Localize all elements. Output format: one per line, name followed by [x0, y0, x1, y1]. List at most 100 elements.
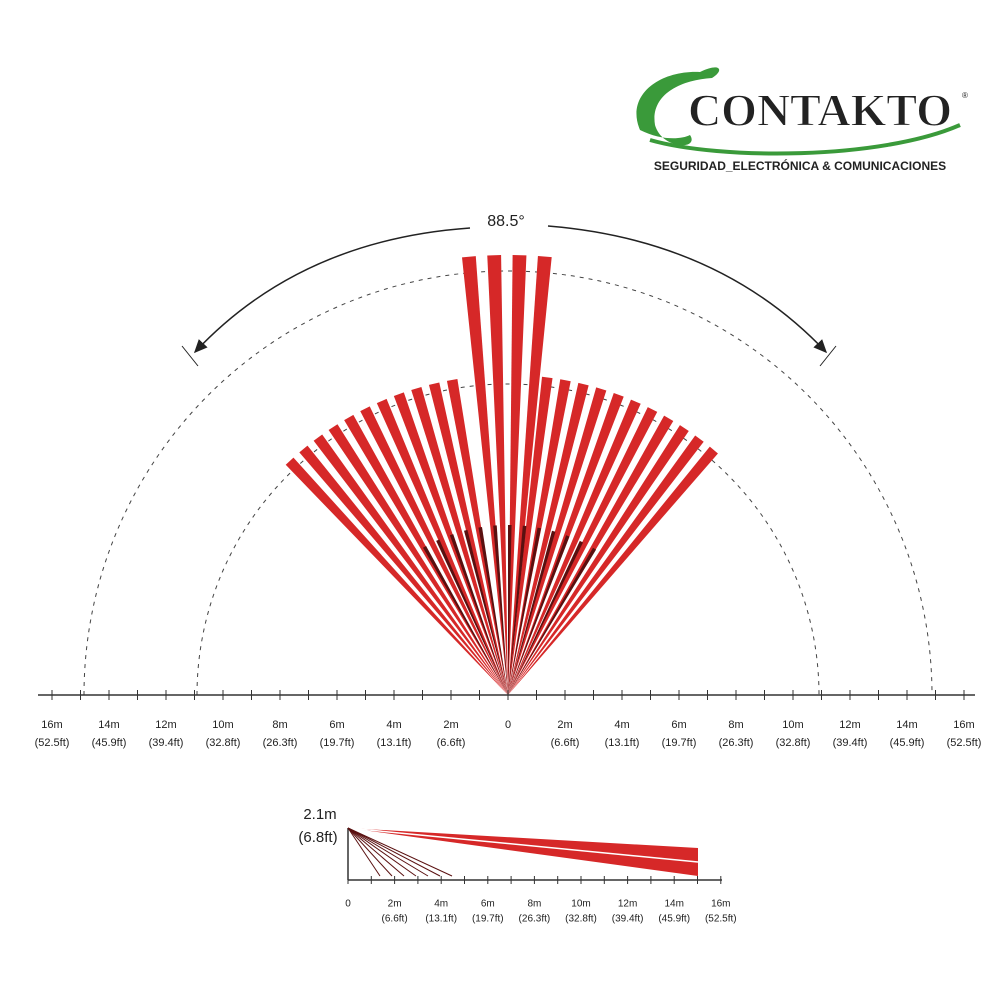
inner-beam — [493, 525, 508, 695]
axis-label: 16m — [711, 899, 730, 910]
side-inner-beam — [347, 827, 441, 877]
axis-label: 6m — [671, 719, 686, 731]
angle-tick — [181, 345, 199, 367]
inner-beam — [423, 546, 508, 695]
axis-label: (13.1ft) — [377, 737, 412, 749]
beam — [462, 256, 508, 695]
ticks: 16m (52.5ft) 14m (45.9ft) 12m (39.4ft) 10m (32.… — [35, 690, 982, 749]
inner-beam — [436, 539, 508, 695]
inner-beam — [508, 527, 542, 695]
side-inner-beam — [347, 827, 429, 877]
inner-beam — [464, 529, 508, 695]
beam — [508, 382, 589, 695]
axis-label: 16m — [41, 719, 62, 731]
beam — [285, 457, 508, 695]
beam — [328, 424, 508, 695]
side-inner-beam — [347, 827, 381, 877]
axis-label: 2m — [388, 899, 402, 910]
axis-label: 10m — [212, 719, 233, 731]
logo-registered: ® — [962, 91, 968, 100]
axis-label: 8m — [272, 719, 287, 731]
axis-label: (39.4ft) — [612, 914, 644, 925]
beam — [508, 435, 704, 695]
axis-label: (32.8ft) — [206, 737, 241, 749]
angle-arrow — [193, 227, 471, 354]
logo: CONTAKTO ® SEGURIDAD_ELECTRÓNICA & COMUN… — [636, 67, 968, 173]
axis-label: 4m — [434, 899, 448, 910]
axis-label: (45.9ft) — [890, 737, 925, 749]
beam — [344, 414, 508, 695]
axis-label: (19.7ft) — [662, 737, 697, 749]
axis-label: (19.7ft) — [320, 737, 355, 749]
axis-label: 12m — [155, 719, 176, 731]
axis-label: 2m — [443, 719, 458, 731]
logo-lizard — [636, 67, 720, 146]
beam — [508, 446, 718, 695]
axis-label: (52.5ft) — [705, 914, 737, 925]
beam — [360, 406, 508, 695]
height-label: 2.1m — [303, 806, 336, 823]
angle-arrow — [547, 225, 828, 354]
axis-label: (45.9ft) — [92, 737, 127, 749]
side-inner-beam — [347, 827, 417, 877]
inner-beam — [508, 547, 597, 695]
beam — [508, 376, 553, 695]
range-arc — [83, 270, 933, 696]
beam — [411, 386, 508, 695]
axis-label: 12m — [618, 899, 637, 910]
logo-tagline: SEGURIDAD_ELECTRÓNICA & COMUNICACIONES — [654, 158, 946, 173]
axis-label: (45.9ft) — [658, 914, 690, 925]
axis-label: 12m — [839, 719, 860, 731]
range-arc — [196, 383, 820, 696]
beam — [508, 399, 641, 695]
axis-label: (19.7ft) — [472, 914, 504, 925]
side-inner-beam — [347, 827, 393, 877]
axis-label: 6m — [329, 719, 344, 731]
logo-name: CONTAKTO — [688, 85, 952, 136]
axis-label: 6m — [481, 899, 495, 910]
side-inner-beam — [347, 827, 405, 877]
beam — [299, 445, 508, 695]
axis-label: (26.3ft) — [519, 914, 551, 925]
axis-label: 14m — [98, 719, 119, 731]
inner-beam — [508, 535, 570, 695]
axis-label: (32.8ft) — [776, 737, 811, 749]
axis-label: (6.6ft) — [382, 914, 408, 925]
inner-beam — [478, 527, 508, 695]
beam — [508, 387, 607, 695]
axis-label: 10m — [782, 719, 803, 731]
beam — [508, 425, 689, 695]
axis-label: (39.4ft) — [833, 737, 868, 749]
axis-label: (26.3ft) — [719, 737, 754, 749]
inner-beam — [508, 540, 584, 695]
axis-label: 2m — [557, 719, 572, 731]
height-label: (6.8ft) — [298, 829, 337, 846]
axis-label: 4m — [614, 719, 629, 731]
axis-label: 16m — [953, 719, 974, 731]
axis-label: 4m — [386, 719, 401, 731]
beam — [487, 255, 508, 696]
axis-label: (6.6ft) — [551, 737, 580, 749]
beam — [508, 407, 658, 695]
axis-label: 8m — [527, 899, 541, 910]
inner-beam — [449, 534, 508, 695]
beam — [393, 392, 508, 695]
angle-tick — [819, 345, 837, 367]
side-inner-beam — [347, 827, 453, 877]
beam — [446, 379, 508, 695]
axis-label: (39.4ft) — [149, 737, 184, 749]
axis-label: (32.8ft) — [565, 914, 597, 925]
axis-label: 14m — [664, 899, 683, 910]
axis-label: 0 — [345, 899, 351, 910]
axis-label: (13.1ft) — [605, 737, 640, 749]
axis-label: (52.5ft) — [35, 737, 70, 749]
angle-label: 88.5° — [487, 213, 525, 230]
side-stripe — [347, 827, 699, 863]
axis-label: (52.5ft) — [947, 737, 982, 749]
axis-label: (6.6ft) — [437, 737, 466, 749]
axis-label: 0 — [505, 719, 511, 731]
logo-swoosh — [649, 123, 961, 156]
axis-label: (13.1ft) — [425, 914, 457, 925]
side-stripe — [347, 827, 601, 877]
